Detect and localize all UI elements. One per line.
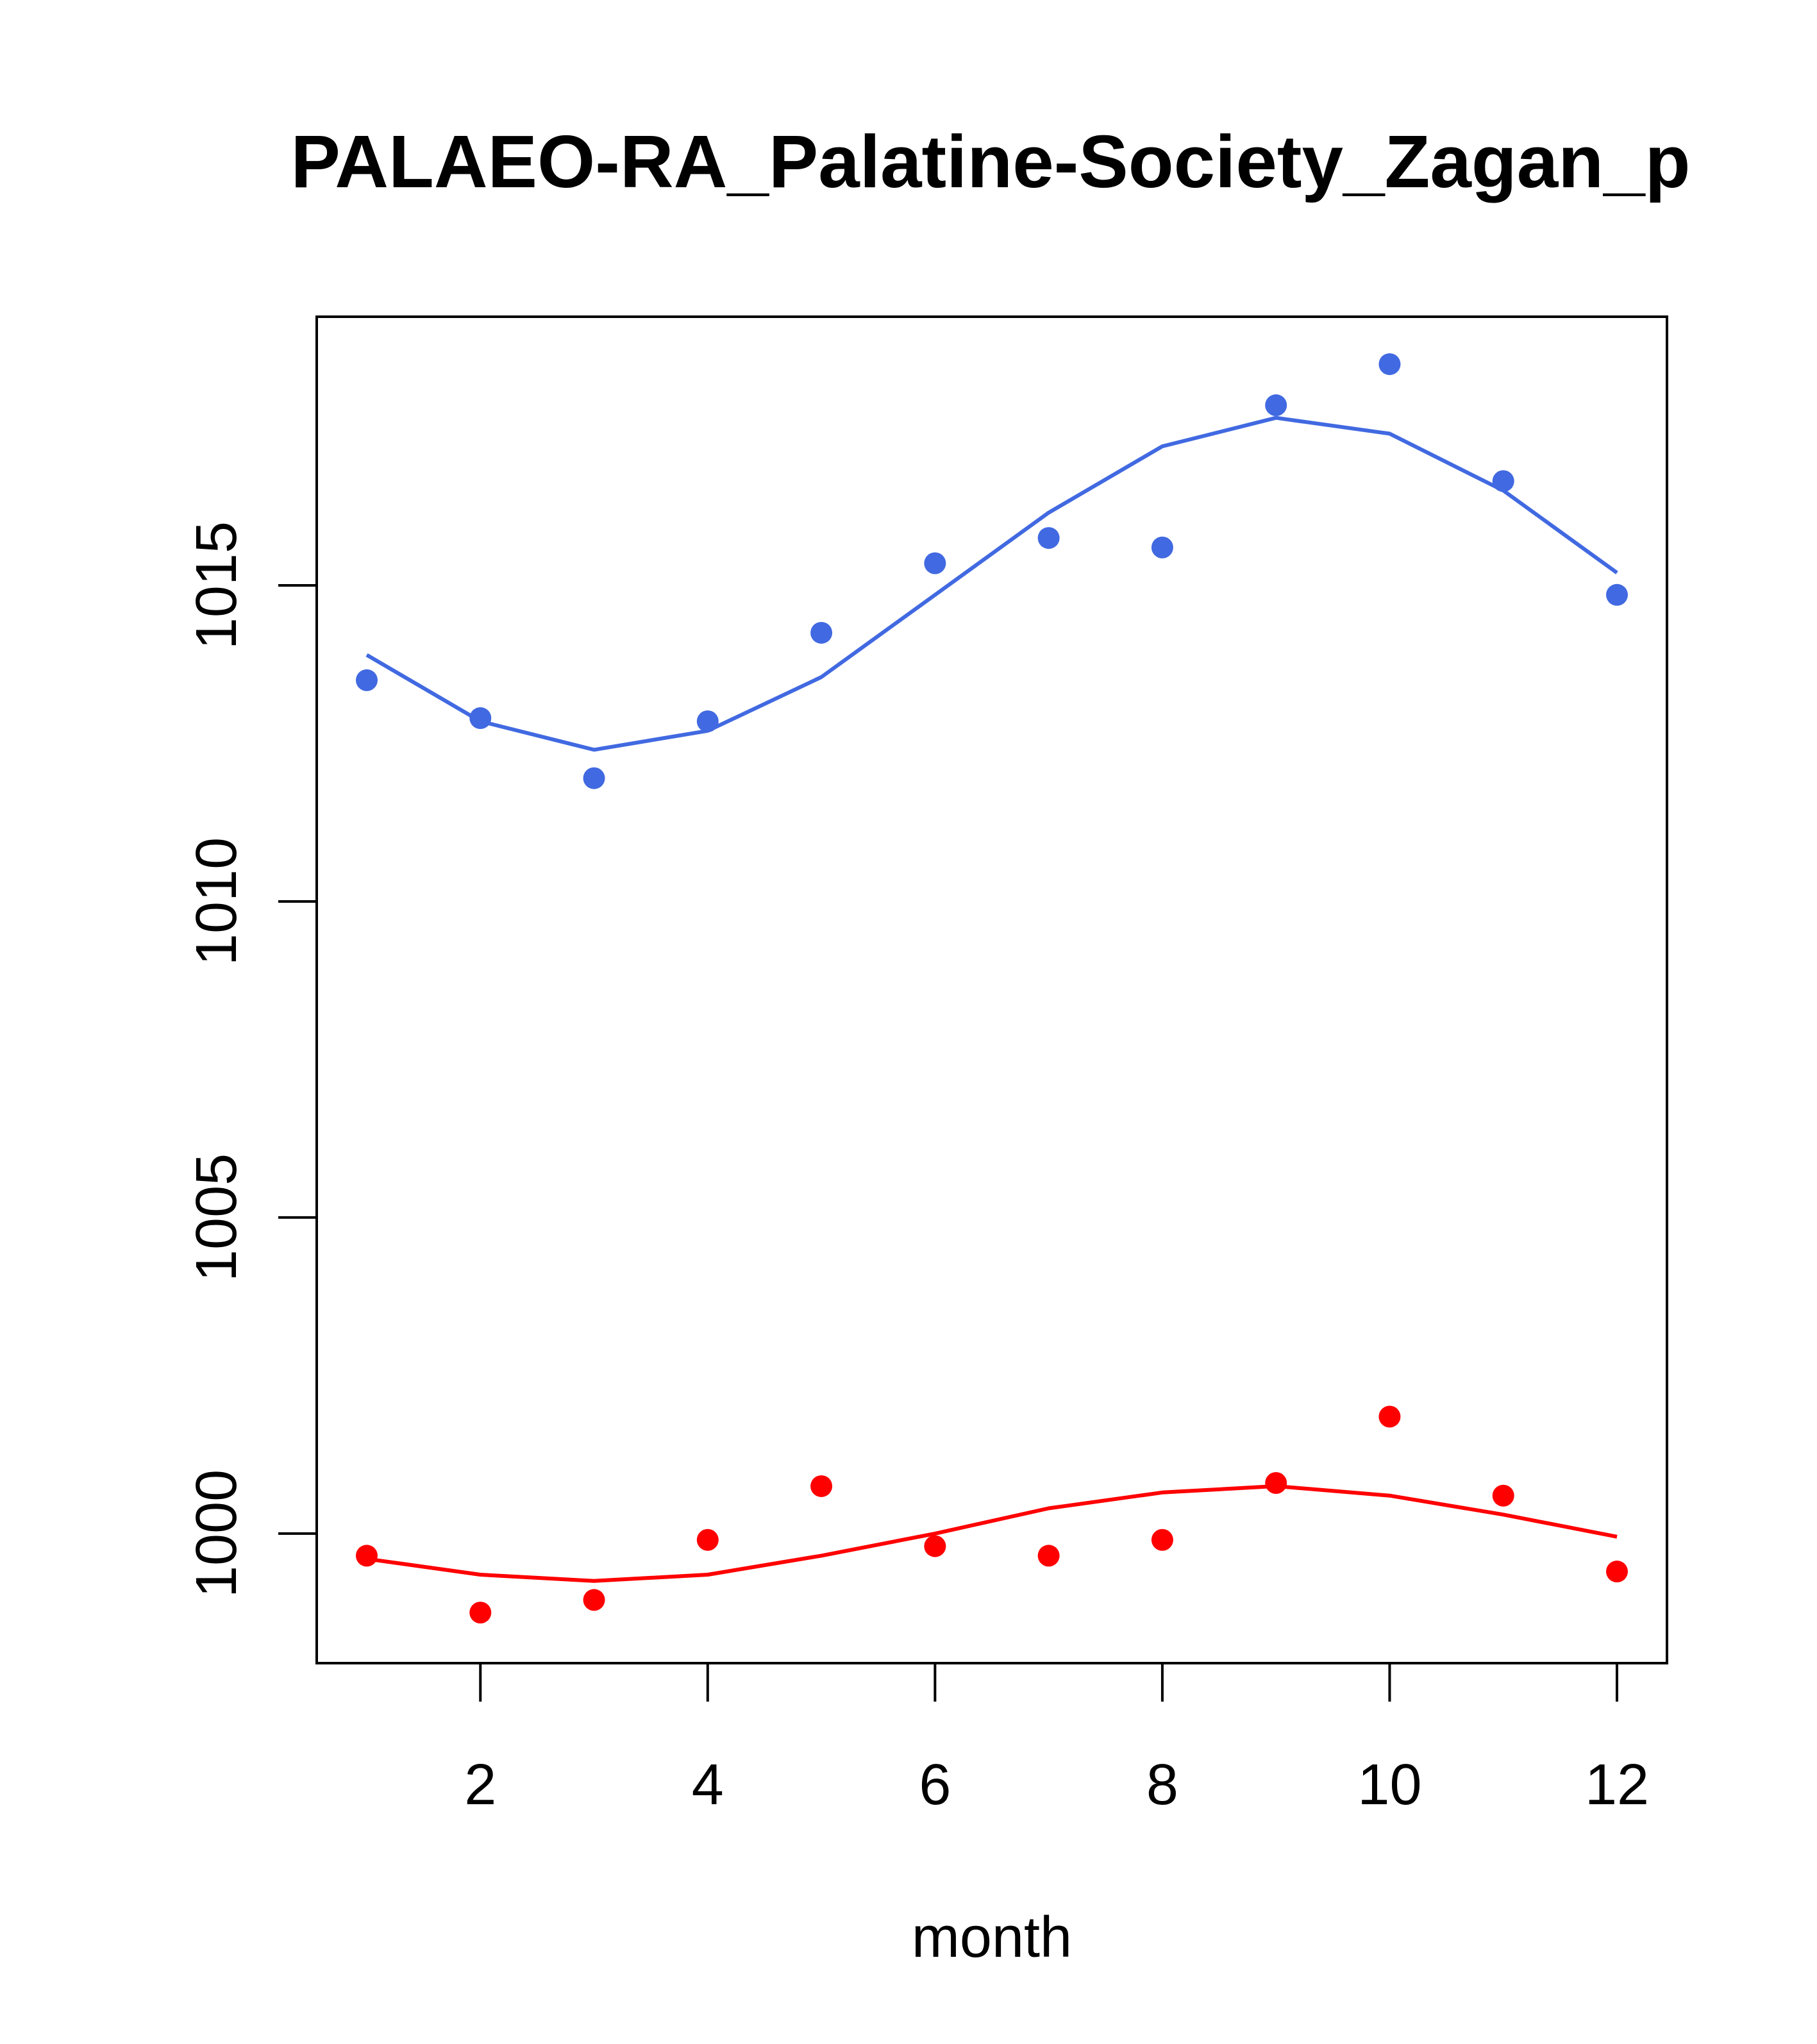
y-tick-label: 1010 — [185, 837, 249, 966]
data-point — [1151, 1529, 1173, 1551]
y-tick-label: 1005 — [185, 1153, 249, 1282]
x-tick-label: 4 — [692, 1753, 724, 1817]
x-tick-label: 12 — [1585, 1753, 1649, 1817]
data-point — [696, 710, 719, 732]
x-axis-label: month — [912, 1906, 1072, 1970]
data-point — [1378, 353, 1401, 375]
data-point — [1606, 1561, 1628, 1583]
data-point — [583, 767, 605, 789]
x-axis: 2 4 6 8 10 12 — [464, 1662, 1649, 1817]
data-point — [924, 552, 946, 574]
x-tick-label: 6 — [919, 1753, 951, 1817]
x-tick-label: 2 — [464, 1753, 496, 1817]
data-point — [1378, 1405, 1401, 1428]
data-point — [1037, 1545, 1060, 1567]
series-line — [366, 1484, 1618, 1583]
data-point — [696, 1529, 719, 1551]
series-line — [365, 415, 1618, 752]
data-point — [469, 707, 492, 730]
y-tick-label: 1000 — [185, 1470, 249, 1598]
series-1 — [356, 353, 1628, 789]
x-tick-label: 10 — [1357, 1753, 1421, 1817]
x-tick-label: 8 — [1146, 1753, 1178, 1817]
data-point — [356, 669, 378, 691]
y-axis: 1000 1005 1010 1015 — [185, 521, 318, 1598]
chart-title: PALAEO-RA_Palatine-Society_Zagan_p — [290, 120, 1690, 203]
data-point — [356, 1545, 378, 1567]
series-layer — [356, 353, 1628, 1624]
data-point — [1606, 583, 1628, 606]
data-point — [1037, 527, 1060, 549]
data-point — [1492, 1484, 1514, 1507]
data-point — [583, 1589, 605, 1611]
y-tick-label: 1015 — [185, 521, 249, 649]
data-point — [810, 621, 833, 644]
data-point — [1265, 394, 1287, 417]
data-point — [1265, 1472, 1287, 1495]
data-point — [810, 1475, 833, 1497]
data-point — [469, 1602, 492, 1624]
data-point — [1151, 536, 1173, 558]
data-point — [1492, 470, 1514, 492]
series-2 — [356, 1405, 1628, 1624]
plot-frame — [315, 315, 1668, 1664]
data-point — [924, 1535, 946, 1557]
